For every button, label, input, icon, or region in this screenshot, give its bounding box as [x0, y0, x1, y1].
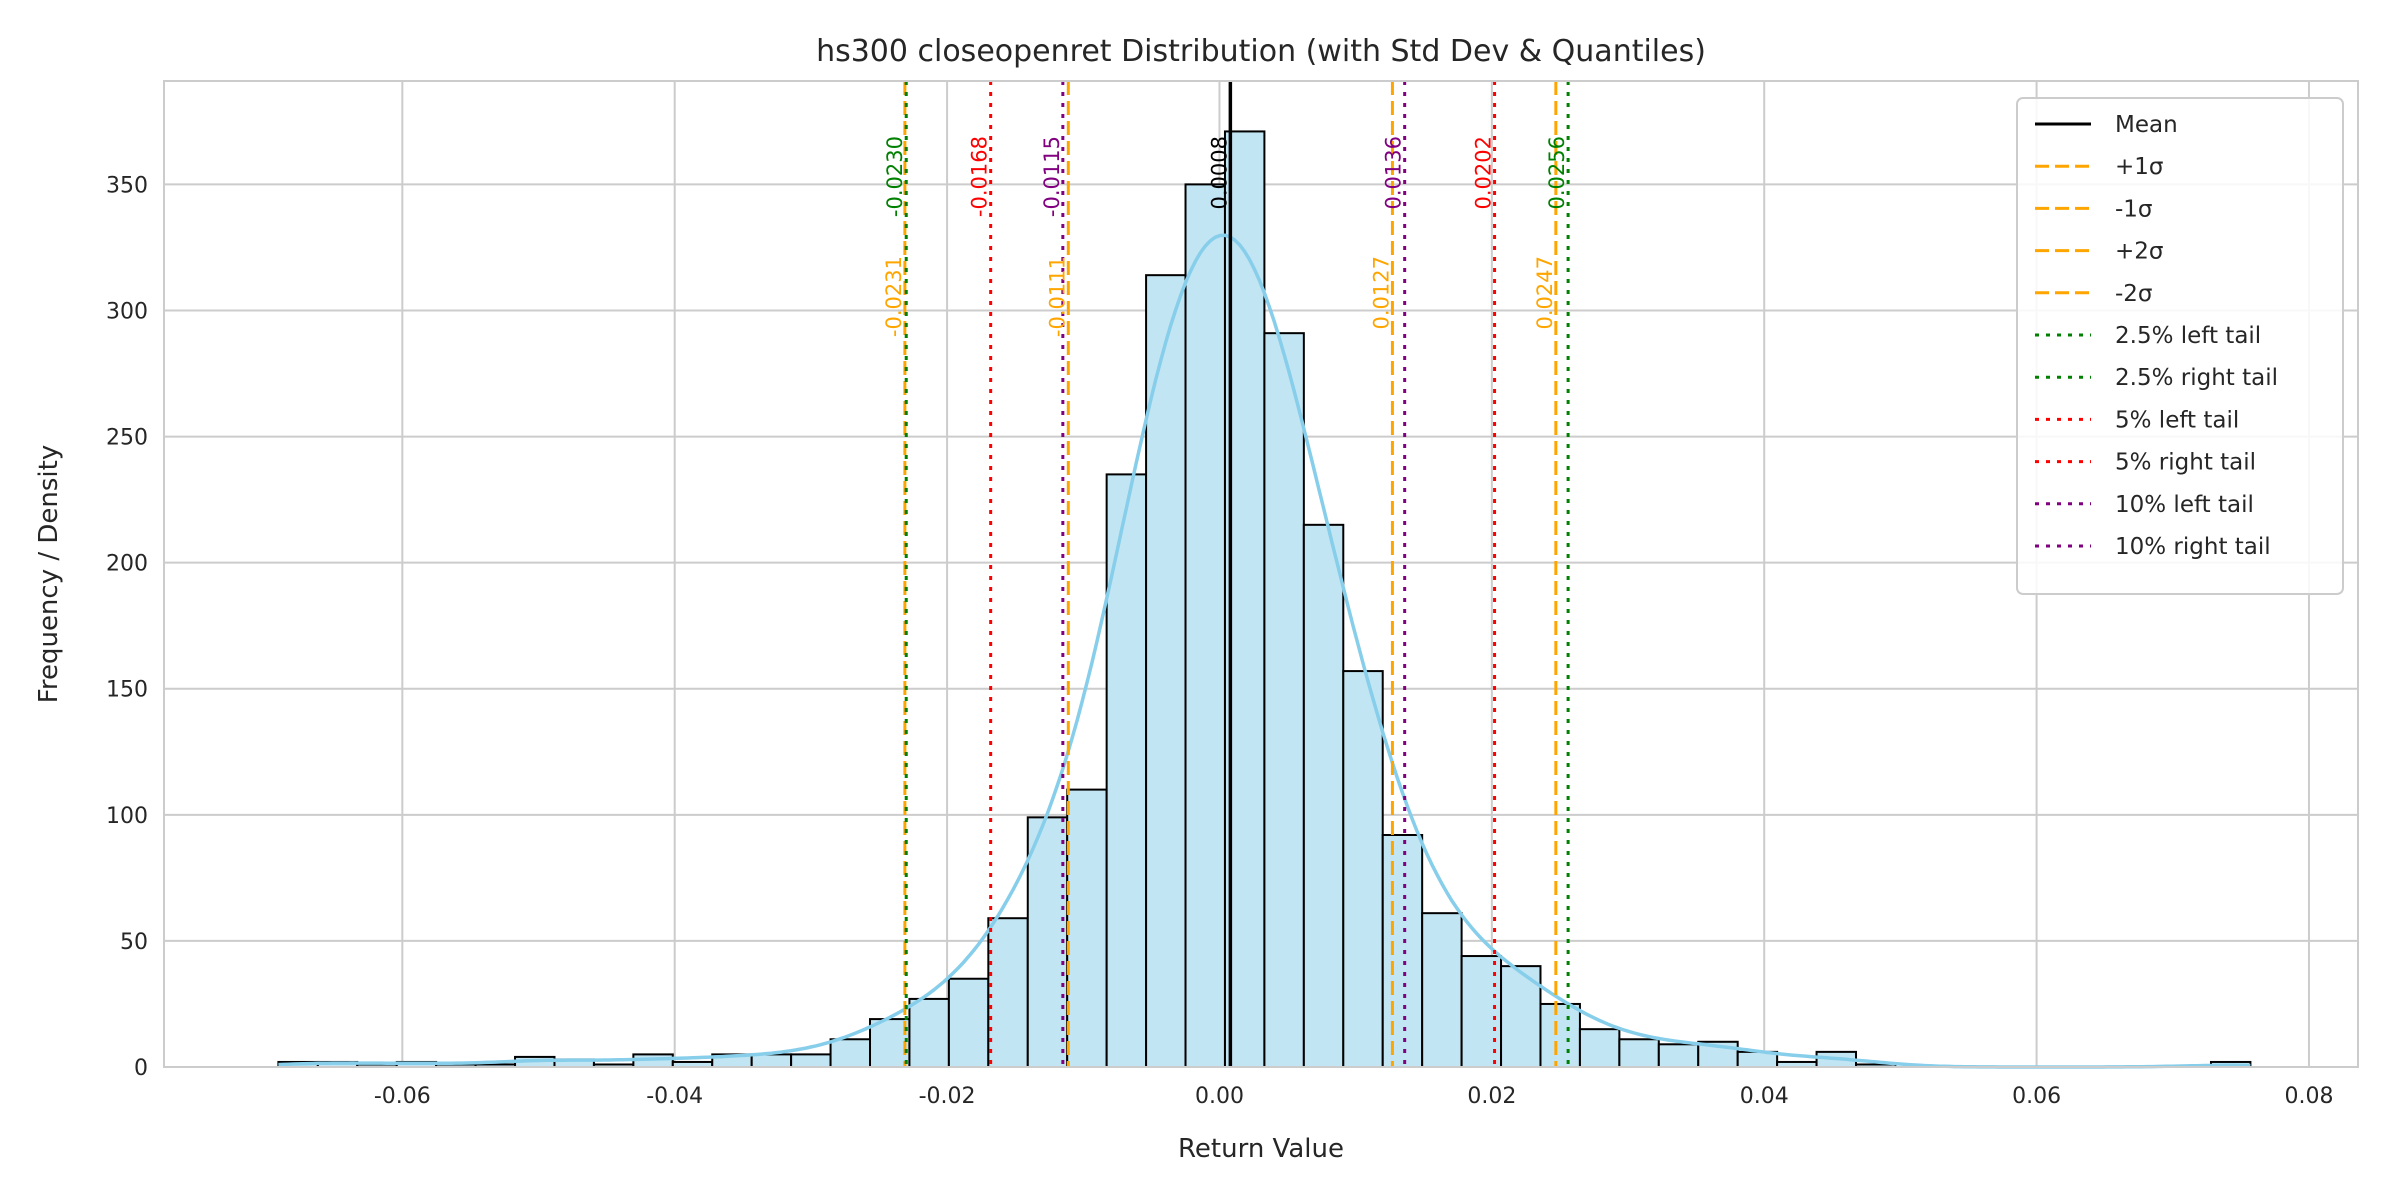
x-tick-label: -0.04	[646, 1084, 703, 1109]
y-tick-label: 50	[120, 930, 148, 955]
histogram-bar	[1381, 834, 1424, 1068]
vline-value-label: 0.0127	[1369, 256, 1393, 329]
histogram-bar	[750, 1053, 793, 1069]
legend-label: 5% left tail	[2115, 407, 2239, 433]
x-tick-label: -0.02	[919, 1084, 976, 1109]
legend-label: 2.5% right tail	[2115, 365, 2278, 391]
legend-label: Mean	[2115, 112, 2178, 138]
histogram-bar	[1145, 274, 1187, 1069]
vline-value-label: -0.0168	[968, 136, 992, 217]
y-tick-label: 300	[106, 299, 148, 324]
histogram-bar	[1263, 332, 1305, 1069]
kde-curve	[278, 233, 2251, 1069]
x-tick-label: 0.08	[2284, 1084, 2333, 1109]
y-tick-label: 150	[106, 678, 148, 703]
histogram-bar	[987, 917, 1029, 1069]
histogram-bar	[1184, 183, 1226, 1069]
histogram-bar	[1657, 1043, 1700, 1068]
vline-value-label: 0.0256	[1545, 136, 1569, 209]
histogram-bar	[947, 977, 990, 1069]
legend-label: 5% right tail	[2115, 450, 2256, 476]
y-tick-label: 250	[106, 426, 148, 451]
vline-value-label: -0.0111	[1045, 256, 1069, 337]
histogram-bar	[1105, 473, 1148, 1068]
vline-value-label: 0.0202	[1472, 136, 1496, 209]
histogram-bar	[1539, 1002, 1581, 1069]
legend-label: 2.5% left tail	[2115, 323, 2261, 349]
y-axis-label: Frequency / Density	[34, 445, 64, 703]
legend: Mean +1σ -1σ +2σ -2σ 2.5% left tail 2.5% right…	[2016, 97, 2344, 595]
y-tick-label: 200	[106, 552, 148, 577]
y-tick-label: 0	[134, 1056, 148, 1081]
kde	[278, 233, 2251, 1069]
histogram-bar	[1342, 670, 1384, 1069]
vline-value-label: -0.0230	[883, 136, 907, 217]
legend-label: -1σ	[2115, 196, 2153, 222]
x-tick-label: 0.06	[2012, 1084, 2061, 1109]
vline-value-label: -0.0115	[1040, 136, 1064, 217]
histogram-bar	[1421, 912, 1463, 1068]
vline-value-label: 0.0136	[1382, 136, 1406, 209]
y-tick-label: 350	[106, 173, 148, 198]
legend-label: +1σ	[2115, 154, 2163, 180]
legend-label: 10% left tail	[2115, 492, 2254, 518]
histogram-bar	[1578, 1028, 1621, 1069]
histogram-bar	[829, 1038, 872, 1068]
x-tick-label: 0.00	[1195, 1084, 1244, 1109]
legend-box	[2016, 97, 2344, 595]
vline-value-label: -0.0231	[882, 256, 906, 337]
x-axis-label: Return Value	[1178, 1134, 1344, 1164]
legend-label: 10% right tail	[2115, 534, 2271, 560]
reference-lines: 0.0008 0.0127 -0.0111 0.0247 -0.0231 -0.0230 0…	[882, 81, 1570, 1067]
tick-labels: -0.06 -0.04 -0.02 0.00 0.02 0.04 0.06 0.08 0 50 10…	[106, 173, 2333, 1109]
x-tick-label: -0.06	[374, 1084, 431, 1109]
x-tick-label: 0.04	[1740, 1084, 1789, 1109]
histogram-bar	[1026, 816, 1069, 1069]
histogram-bar	[1066, 788, 1108, 1068]
vline-value-label: 0.0008	[1207, 136, 1231, 209]
histogram-bar	[1302, 523, 1345, 1068]
axes-frame	[163, 80, 2359, 1068]
x-tick-label: 0.02	[1467, 1084, 1516, 1109]
histogram-bar	[790, 1053, 832, 1069]
histogram-bar	[1618, 1038, 1660, 1068]
legend-label: -2σ	[2115, 281, 2153, 307]
y-tick-label: 100	[106, 804, 148, 829]
legend-label: +2σ	[2115, 239, 2163, 265]
chart-title: hs300 closeopenret Distribution (with St…	[816, 34, 1706, 69]
histogram-bar	[908, 997, 950, 1068]
vline-value-label: 0.0247	[1533, 256, 1557, 329]
